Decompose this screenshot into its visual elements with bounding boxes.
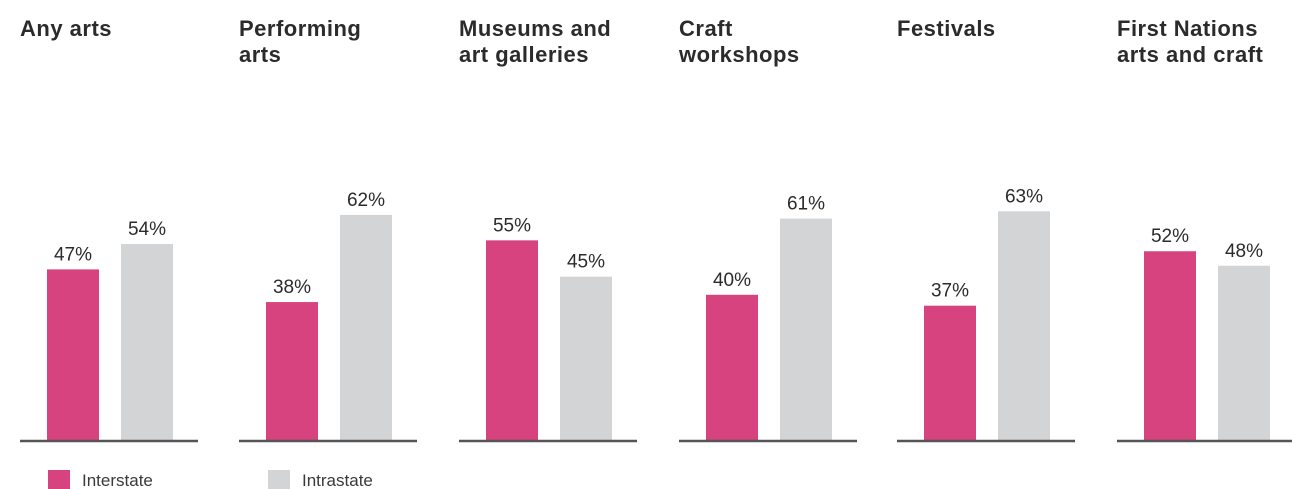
bar-intrastate-craft-workshops (780, 218, 832, 440)
legend-swatch-intrastate (268, 470, 290, 489)
bar-intrastate-festivals (998, 211, 1050, 440)
bar-intrastate-any-arts (121, 243, 173, 440)
panel-title-first-nations-arts-and-craft: First Nations arts and craft (1117, 16, 1264, 67)
panel-title-any-arts: Any arts (20, 16, 112, 41)
bar-interstate-first-nations-arts-and-craft (1144, 251, 1196, 440)
bar-interstate-museums-and-art-galleries (486, 240, 538, 440)
bar-interstate-festivals (924, 305, 976, 440)
panel-title-festivals: Festivals (897, 16, 996, 41)
value-label-interstate-craft-workshops: 40% (713, 270, 751, 291)
panel-title-craft-workshops: Craft workshops (678, 16, 800, 67)
bar-intrastate-museums-and-art-galleries (560, 276, 612, 440)
value-label-intrastate-craft-workshops: 61% (787, 194, 825, 215)
panel-title-performing-arts: Performing arts (239, 16, 361, 67)
legend-label-intrastate: Intrastate (302, 471, 373, 489)
value-label-intrastate-any-arts: 54% (128, 219, 166, 240)
value-label-interstate-any-arts: 47% (54, 244, 92, 265)
bar-intrastate-performing-arts (340, 214, 392, 440)
value-label-intrastate-first-nations-arts-and-craft: 48% (1225, 241, 1263, 262)
value-label-interstate-first-nations-arts-and-craft: 52% (1151, 226, 1189, 247)
bar-interstate-craft-workshops (706, 294, 758, 440)
value-label-intrastate-museums-and-art-galleries: 45% (567, 252, 605, 273)
value-label-intrastate-festivals: 63% (1005, 186, 1043, 207)
legend-swatch-interstate (48, 470, 70, 489)
value-label-intrastate-performing-arts: 62% (347, 190, 385, 211)
value-label-interstate-festivals: 37% (931, 281, 969, 302)
panel-title-museums-and-art-galleries: Museums and art galleries (459, 16, 611, 67)
value-label-interstate-museums-and-art-galleries: 55% (493, 215, 531, 236)
bar-interstate-performing-arts (266, 302, 318, 440)
value-label-interstate-performing-arts: 38% (273, 277, 311, 298)
bar-interstate-any-arts (47, 269, 99, 440)
legend-label-interstate: Interstate (82, 471, 153, 489)
bar-intrastate-first-nations-arts-and-craft (1218, 265, 1270, 440)
